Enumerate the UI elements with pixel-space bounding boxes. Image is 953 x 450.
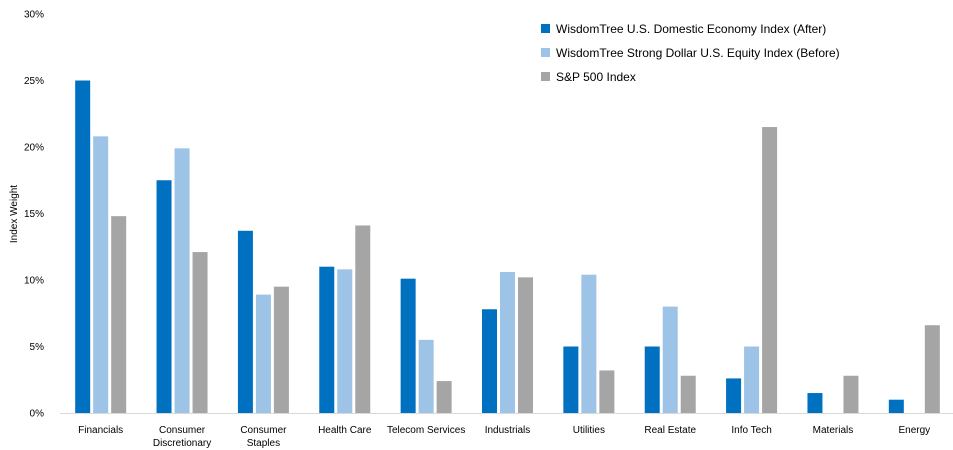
bar-info-tech-series-1 <box>726 378 742 413</box>
bar-health-care-series-3 <box>355 225 371 413</box>
bar-telecom-services-series-3 <box>436 381 452 413</box>
bar-industrials-series-1 <box>482 309 497 413</box>
bar-consumer-staples-series-2 <box>255 294 271 413</box>
bar-materials-series-3 <box>843 375 859 413</box>
bar-consumer-discretionary-series-3 <box>192 252 208 413</box>
x-tick-label: Utilities <box>573 425 605 436</box>
x-tick-label: Energy <box>898 425 930 436</box>
bar-financials-series-2 <box>93 136 109 414</box>
x-tick-label: Consumer <box>159 425 206 436</box>
y-tick-label: 10% <box>24 276 44 287</box>
y-axis-label: Index Weight <box>9 185 20 243</box>
y-tick-label: 0% <box>30 409 45 420</box>
x-tick-label: Telecom Services <box>387 425 465 436</box>
bar-real-estate-series-3 <box>680 375 696 413</box>
bar-real-estate-series-2 <box>662 306 678 413</box>
x-tick-label: Materials <box>813 425 854 436</box>
bar-info-tech-series-3 <box>762 127 778 414</box>
bar-utilities-series-1 <box>563 346 579 413</box>
bar-consumer-staples-series-1 <box>237 230 253 413</box>
bar-info-tech-series-2 <box>744 346 760 413</box>
legend-label: WisdomTree Strong Dollar U.S. Equity Ind… <box>556 46 840 60</box>
bar-consumer-staples-series-3 <box>273 286 289 413</box>
legend-swatch <box>541 24 550 33</box>
legend-swatch <box>541 72 550 81</box>
bar-utilities-series-2 <box>581 274 597 413</box>
x-tick-label: Info Tech <box>731 425 771 436</box>
legend: WisdomTree U.S. Domestic Economy Index (… <box>541 22 840 84</box>
bar-telecom-services-series-1 <box>400 278 416 413</box>
x-tick-label: Real Estate <box>644 425 696 436</box>
bar-materials-series-1 <box>807 393 823 413</box>
bar-health-care-series-2 <box>337 269 353 413</box>
legend-label: WisdomTree U.S. Domestic Economy Index (… <box>556 22 826 36</box>
bar-energy-series-1 <box>888 399 904 413</box>
x-tick-label: Consumer <box>240 425 287 436</box>
y-tick-label: 25% <box>24 76 44 87</box>
plot-area: 0% 5% 10% 15% 20% 25% 30% Financials Consumer Dis… <box>24 10 953 449</box>
bar-health-care-series-1 <box>319 266 335 413</box>
bar-industrials-series-2 <box>500 272 515 413</box>
legend-label: S&P 500 Index <box>556 70 636 84</box>
bar-industrials-series-3 <box>518 277 533 413</box>
x-tick-label: Health Care <box>318 425 372 436</box>
bar-financials-series-3 <box>111 216 127 413</box>
y-tick-label: 15% <box>24 209 44 220</box>
bar-consumer-discretionary-series-1 <box>156 180 172 413</box>
bar-consumer-discretionary-series-2 <box>174 148 190 413</box>
bar-telecom-services-series-2 <box>418 339 434 413</box>
bar-real-estate-series-1 <box>644 346 660 413</box>
x-tick-label: Staples <box>247 438 280 449</box>
x-tick-label: Industrials <box>485 425 531 436</box>
x-tick-label: Financials <box>78 425 123 436</box>
bar-financials-series-1 <box>75 80 91 413</box>
bar-utilities-series-3 <box>599 370 615 413</box>
legend-swatch <box>541 48 550 57</box>
x-tick-label: Discretionary <box>153 438 211 449</box>
y-tick-label: 30% <box>24 10 44 21</box>
y-tick-label: 5% <box>30 342 45 353</box>
bar-energy-series-3 <box>924 325 940 413</box>
y-tick-label: 20% <box>24 143 44 154</box>
